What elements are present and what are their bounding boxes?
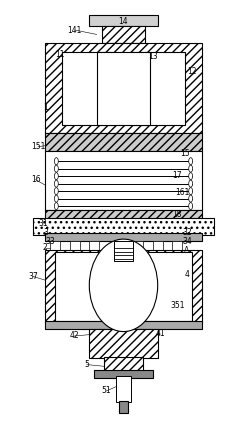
Bar xyxy=(133,241,143,250)
Bar xyxy=(153,241,163,250)
Text: 2: 2 xyxy=(43,243,48,253)
Text: 31: 31 xyxy=(38,219,48,228)
Bar xyxy=(45,233,202,241)
Text: 141: 141 xyxy=(67,26,82,35)
Circle shape xyxy=(54,187,58,194)
Bar xyxy=(33,218,214,235)
Circle shape xyxy=(54,173,58,180)
Text: 41: 41 xyxy=(155,329,165,338)
Text: 15: 15 xyxy=(180,149,189,158)
Text: 32: 32 xyxy=(182,228,192,237)
Bar xyxy=(172,241,182,250)
Text: 5: 5 xyxy=(84,360,89,369)
Bar xyxy=(45,133,202,151)
Bar xyxy=(114,241,133,261)
Text: 12: 12 xyxy=(187,67,197,76)
Text: 16: 16 xyxy=(31,175,41,184)
Bar xyxy=(45,250,202,323)
Bar xyxy=(116,377,131,402)
Bar xyxy=(94,370,153,378)
Bar xyxy=(45,322,202,329)
Bar xyxy=(45,43,202,133)
Text: 33: 33 xyxy=(45,237,55,246)
Text: 351: 351 xyxy=(170,301,185,310)
Circle shape xyxy=(54,158,58,165)
Text: 151: 151 xyxy=(31,142,45,151)
Circle shape xyxy=(54,202,58,210)
Bar xyxy=(50,241,60,250)
Bar xyxy=(70,241,80,250)
Text: 42: 42 xyxy=(70,331,80,341)
Text: 11: 11 xyxy=(55,50,65,59)
Text: 37: 37 xyxy=(28,272,38,281)
Bar xyxy=(89,241,99,250)
Bar xyxy=(45,151,202,210)
Text: 4: 4 xyxy=(185,270,189,279)
Bar xyxy=(62,52,116,124)
Circle shape xyxy=(189,195,193,202)
Bar xyxy=(131,52,185,124)
Circle shape xyxy=(189,202,193,210)
Circle shape xyxy=(189,158,193,165)
Text: 1: 1 xyxy=(43,102,48,112)
Bar xyxy=(104,357,143,373)
Bar xyxy=(97,52,150,124)
Text: 161: 161 xyxy=(175,188,189,198)
Circle shape xyxy=(54,195,58,202)
Text: A: A xyxy=(184,245,190,255)
Text: 34: 34 xyxy=(182,237,192,246)
Text: 18: 18 xyxy=(172,210,182,219)
Circle shape xyxy=(54,165,58,172)
Bar xyxy=(89,15,158,26)
Text: 17: 17 xyxy=(172,171,182,180)
Text: 13: 13 xyxy=(148,52,158,61)
Circle shape xyxy=(189,173,193,180)
Bar xyxy=(45,210,202,219)
Ellipse shape xyxy=(89,239,158,331)
Bar xyxy=(119,400,128,413)
Text: 3: 3 xyxy=(43,228,48,237)
Circle shape xyxy=(189,180,193,187)
Circle shape xyxy=(189,187,193,194)
Bar xyxy=(102,26,145,43)
Circle shape xyxy=(54,180,58,187)
Text: 14: 14 xyxy=(119,17,128,26)
Bar xyxy=(55,253,192,321)
Circle shape xyxy=(189,165,193,172)
Text: 51: 51 xyxy=(102,386,111,396)
Bar xyxy=(89,329,158,358)
